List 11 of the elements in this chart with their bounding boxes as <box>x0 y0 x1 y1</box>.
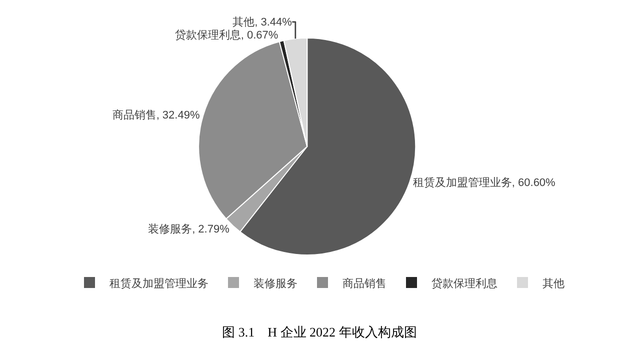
data-label: 租赁及加盟管理业务, 60.60% <box>412 176 556 190</box>
data-label: 商品销售, 32.49% <box>112 108 200 122</box>
legend-label: 租赁及加盟管理业务 <box>110 276 208 290</box>
legend-label: 贷款保理利息 <box>432 276 498 290</box>
legend-label: 装修服务 <box>254 276 298 290</box>
legend-label: 其他 <box>542 276 564 290</box>
data-label: 贷款保理利息, 0.67% <box>174 28 278 42</box>
text: 图 3.1 H 企业 2022 年收入构成图 <box>222 324 417 340</box>
data-label: 装修服务, 2.79% <box>148 222 230 236</box>
legend-label: 商品销售 <box>342 276 386 290</box>
data-label: 其他, 3.44% <box>232 15 292 28</box>
